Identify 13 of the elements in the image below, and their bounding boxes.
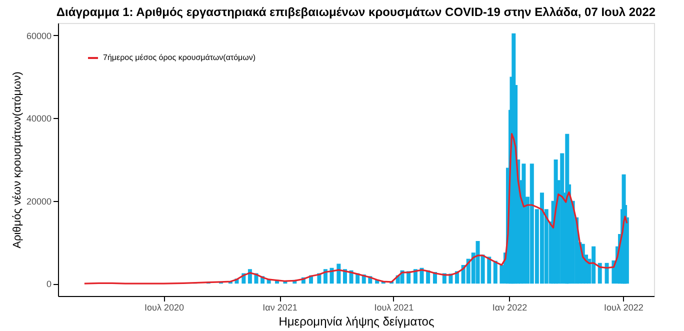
x-tick-label: Ιουλ 2022	[604, 302, 644, 312]
chart-title: Διάγραμμα 1: Αριθμός εργαστηριακά επιβεβαιωμένων κρουσμάτων COVID-19 στην Ελλάδα, 07 Ιουλ 2022	[56, 5, 656, 19]
legend-label: 7ήμερος μέσος όρος κρουσμάτων(ατόμων)	[103, 53, 256, 62]
x-tick-label: Ιουλ 2020	[144, 302, 184, 312]
y-tick-label: 20000	[26, 196, 52, 206]
y-axis-title: Αριθμός νέων κρουσμάτων(ατόμων)	[11, 72, 24, 248]
x-tick-label: Ιαν 2021	[262, 302, 298, 312]
x-tick-label: Ιουλ 2021	[374, 302, 414, 312]
x-axis-title: Ημερομηνία λήψης δείγματος	[278, 314, 434, 328]
x-tick-label: Ιαν 2022	[492, 302, 528, 312]
y-tick-label: 60000	[26, 30, 52, 41]
y-tick-label: 40000	[26, 114, 52, 124]
y-tick-label: 0	[46, 279, 52, 290]
